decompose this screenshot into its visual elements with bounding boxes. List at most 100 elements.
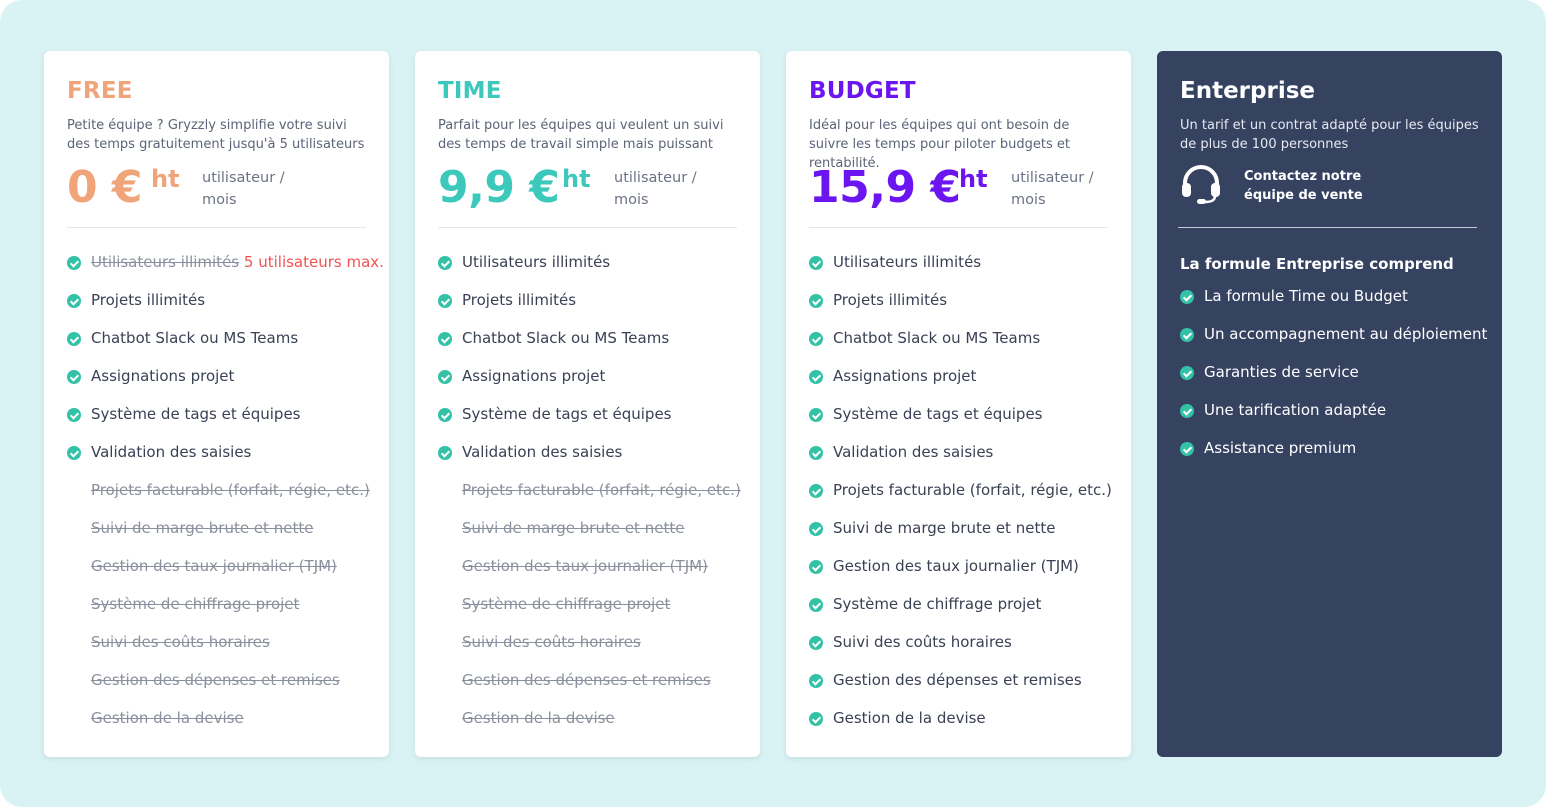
feature-item: Chatbot Slack ou MS Teams bbox=[67, 321, 366, 359]
feature-item: Gestion de la devise bbox=[438, 701, 737, 739]
feature-label: Suivi de marge brute et nette bbox=[462, 519, 685, 537]
feature-label: Validation des saisies bbox=[462, 443, 623, 461]
check-icon bbox=[1180, 366, 1194, 380]
feature-label: La formule Time ou Budget bbox=[1204, 287, 1408, 305]
check-icon bbox=[1180, 290, 1194, 304]
feature-item: Assignations projet bbox=[809, 359, 1108, 397]
feature-label: Gestion des taux journalier (TJM) bbox=[91, 557, 337, 575]
feature-label: Système de chiffrage projet bbox=[91, 595, 300, 613]
feature-item: Suivi de marge brute et nette bbox=[809, 511, 1108, 549]
enterprise-subtitle: La formule Entreprise comprend bbox=[1180, 255, 1454, 273]
feature-label: Système de chiffrage projet bbox=[833, 595, 1042, 613]
divider bbox=[809, 227, 1108, 228]
feature-item: Chatbot Slack ou MS Teams bbox=[809, 321, 1108, 359]
check-icon bbox=[809, 294, 823, 308]
plan-name: BUDGET bbox=[809, 78, 916, 104]
divider bbox=[438, 227, 737, 228]
check-icon bbox=[809, 256, 823, 270]
feature-item: Assignations projet bbox=[67, 359, 366, 397]
feature-label: Une tarification adaptée bbox=[1204, 401, 1387, 419]
contact-sales-link[interactable]: Contactez notre équipe de vente bbox=[1180, 154, 1479, 227]
feature-label: Système de tags et équipes bbox=[91, 405, 301, 423]
plan-description: Petite équipe ? Gryzzly simplifie votre … bbox=[67, 118, 365, 152]
feature-item: Suivi des coûts horaires bbox=[67, 625, 366, 663]
plan-description: Un tarif et un contrat adapté pour les é… bbox=[1180, 118, 1479, 152]
check-icon bbox=[67, 408, 81, 422]
feature-label: Utilisateurs illimités bbox=[833, 253, 982, 271]
feature-item: Gestion des dépenses et remises bbox=[809, 663, 1108, 701]
feature-item: Validation des saisies bbox=[809, 435, 1108, 473]
headset-icon bbox=[1182, 165, 1220, 204]
feature-item: Gestion des taux journalier (TJM) bbox=[67, 549, 366, 587]
feature-label: Assignations projet bbox=[833, 367, 977, 385]
price-row: 0 € ht utilisateur / mois bbox=[67, 154, 366, 227]
feature-item-users: Utilisateurs illimités 5 utilisateurs ma… bbox=[67, 245, 384, 283]
plan-card-budget: BUDGET Idéal pour les équipes qui ont be… bbox=[786, 51, 1131, 757]
feature-label: Validation des saisies bbox=[833, 443, 994, 461]
feature-label: Gestion des dépenses et remises bbox=[91, 671, 340, 689]
check-icon bbox=[809, 598, 823, 612]
feature-label: Chatbot Slack ou MS Teams bbox=[462, 329, 670, 347]
plan-name: TIME bbox=[438, 78, 502, 104]
feature-item: Utilisateurs illimités bbox=[438, 245, 737, 283]
plan-description: Idéal pour les équipes qui ont besoin de… bbox=[809, 118, 1070, 171]
check-icon bbox=[438, 408, 452, 422]
price-unit: utilisateur / mois bbox=[1011, 170, 1094, 208]
contact-line-2: équipe de vente bbox=[1244, 188, 1363, 203]
feature-label-struck: Utilisateurs illimités bbox=[91, 253, 240, 271]
feature-label: Chatbot Slack ou MS Teams bbox=[91, 329, 299, 347]
check-icon bbox=[809, 712, 823, 726]
price-unit: utilisateur / mois bbox=[614, 170, 697, 208]
check-icon bbox=[809, 560, 823, 574]
feature-item: Suivi de marge brute et nette bbox=[67, 511, 366, 549]
plan-description: Parfait pour les équipes qui veulent un … bbox=[438, 118, 724, 152]
feature-item: Gestion des taux journalier (TJM) bbox=[438, 549, 737, 587]
feature-item: Système de chiffrage projet bbox=[67, 587, 366, 625]
feature-item: Un accompagnement au déploiement bbox=[1180, 317, 1487, 355]
feature-label: Système de chiffrage projet bbox=[462, 595, 671, 613]
check-icon bbox=[809, 370, 823, 384]
check-icon bbox=[1180, 404, 1194, 418]
feature-item: Système de chiffrage projet bbox=[438, 587, 737, 625]
feature-list: La formule Time ou Budget Un accompagneme… bbox=[1180, 279, 1487, 469]
feature-list: Utilisateurs illimités Projets illimités C… bbox=[809, 245, 1112, 739]
check-icon bbox=[809, 408, 823, 422]
check-icon bbox=[67, 256, 81, 270]
price-suffix: ht bbox=[959, 165, 988, 193]
feature-label: Gestion des dépenses et remises bbox=[833, 671, 1082, 689]
feature-item: Gestion des taux journalier (TJM) bbox=[809, 549, 1108, 587]
check-icon bbox=[809, 674, 823, 688]
feature-item: Projets facturable (forfait, régie, etc.… bbox=[809, 473, 1112, 511]
check-icon bbox=[809, 446, 823, 460]
feature-item: Validation des saisies bbox=[438, 435, 737, 473]
feature-item: Assignations projet bbox=[438, 359, 737, 397]
check-icon bbox=[438, 332, 452, 346]
price-suffix: ht bbox=[151, 165, 180, 193]
check-icon bbox=[438, 370, 452, 384]
feature-label: Gestion de la devise bbox=[462, 709, 615, 727]
plan-price: 15,9 € bbox=[809, 162, 961, 213]
feature-item: Utilisateurs illimités bbox=[809, 245, 1108, 283]
check-icon bbox=[438, 294, 452, 308]
feature-item: Système de tags et équipes bbox=[438, 397, 737, 435]
feature-label: Système de tags et équipes bbox=[462, 405, 672, 423]
contact-sales-label: Contactez notre équipe de vente bbox=[1244, 167, 1404, 205]
plan-card-enterprise: Enterprise Un tarif et un contrat adapté… bbox=[1157, 51, 1502, 757]
price-row: 15,9 € ht utilisateur / mois bbox=[809, 154, 1108, 227]
check-icon bbox=[67, 294, 81, 308]
feature-label: Assistance premium bbox=[1204, 439, 1357, 457]
check-icon bbox=[809, 522, 823, 536]
feature-item: Suivi de marge brute et nette bbox=[438, 511, 737, 549]
feature-label: Projets facturable (forfait, régie, etc.… bbox=[91, 481, 370, 499]
feature-item: Projets illimités bbox=[809, 283, 1108, 321]
feature-item: Projets facturable (forfait, régie, etc.… bbox=[67, 473, 370, 511]
price-suffix: ht bbox=[562, 165, 591, 193]
check-icon bbox=[809, 332, 823, 346]
feature-item: Assistance premium bbox=[1180, 431, 1479, 469]
feature-label: Validation des saisies bbox=[91, 443, 252, 461]
feature-label: Gestion des taux journalier (TJM) bbox=[462, 557, 708, 575]
feature-item: Projets illimités bbox=[438, 283, 737, 321]
feature-label: Un accompagnement au déploiement bbox=[1204, 325, 1488, 343]
price-row: 9,9 € ht utilisateur / mois bbox=[438, 154, 737, 227]
